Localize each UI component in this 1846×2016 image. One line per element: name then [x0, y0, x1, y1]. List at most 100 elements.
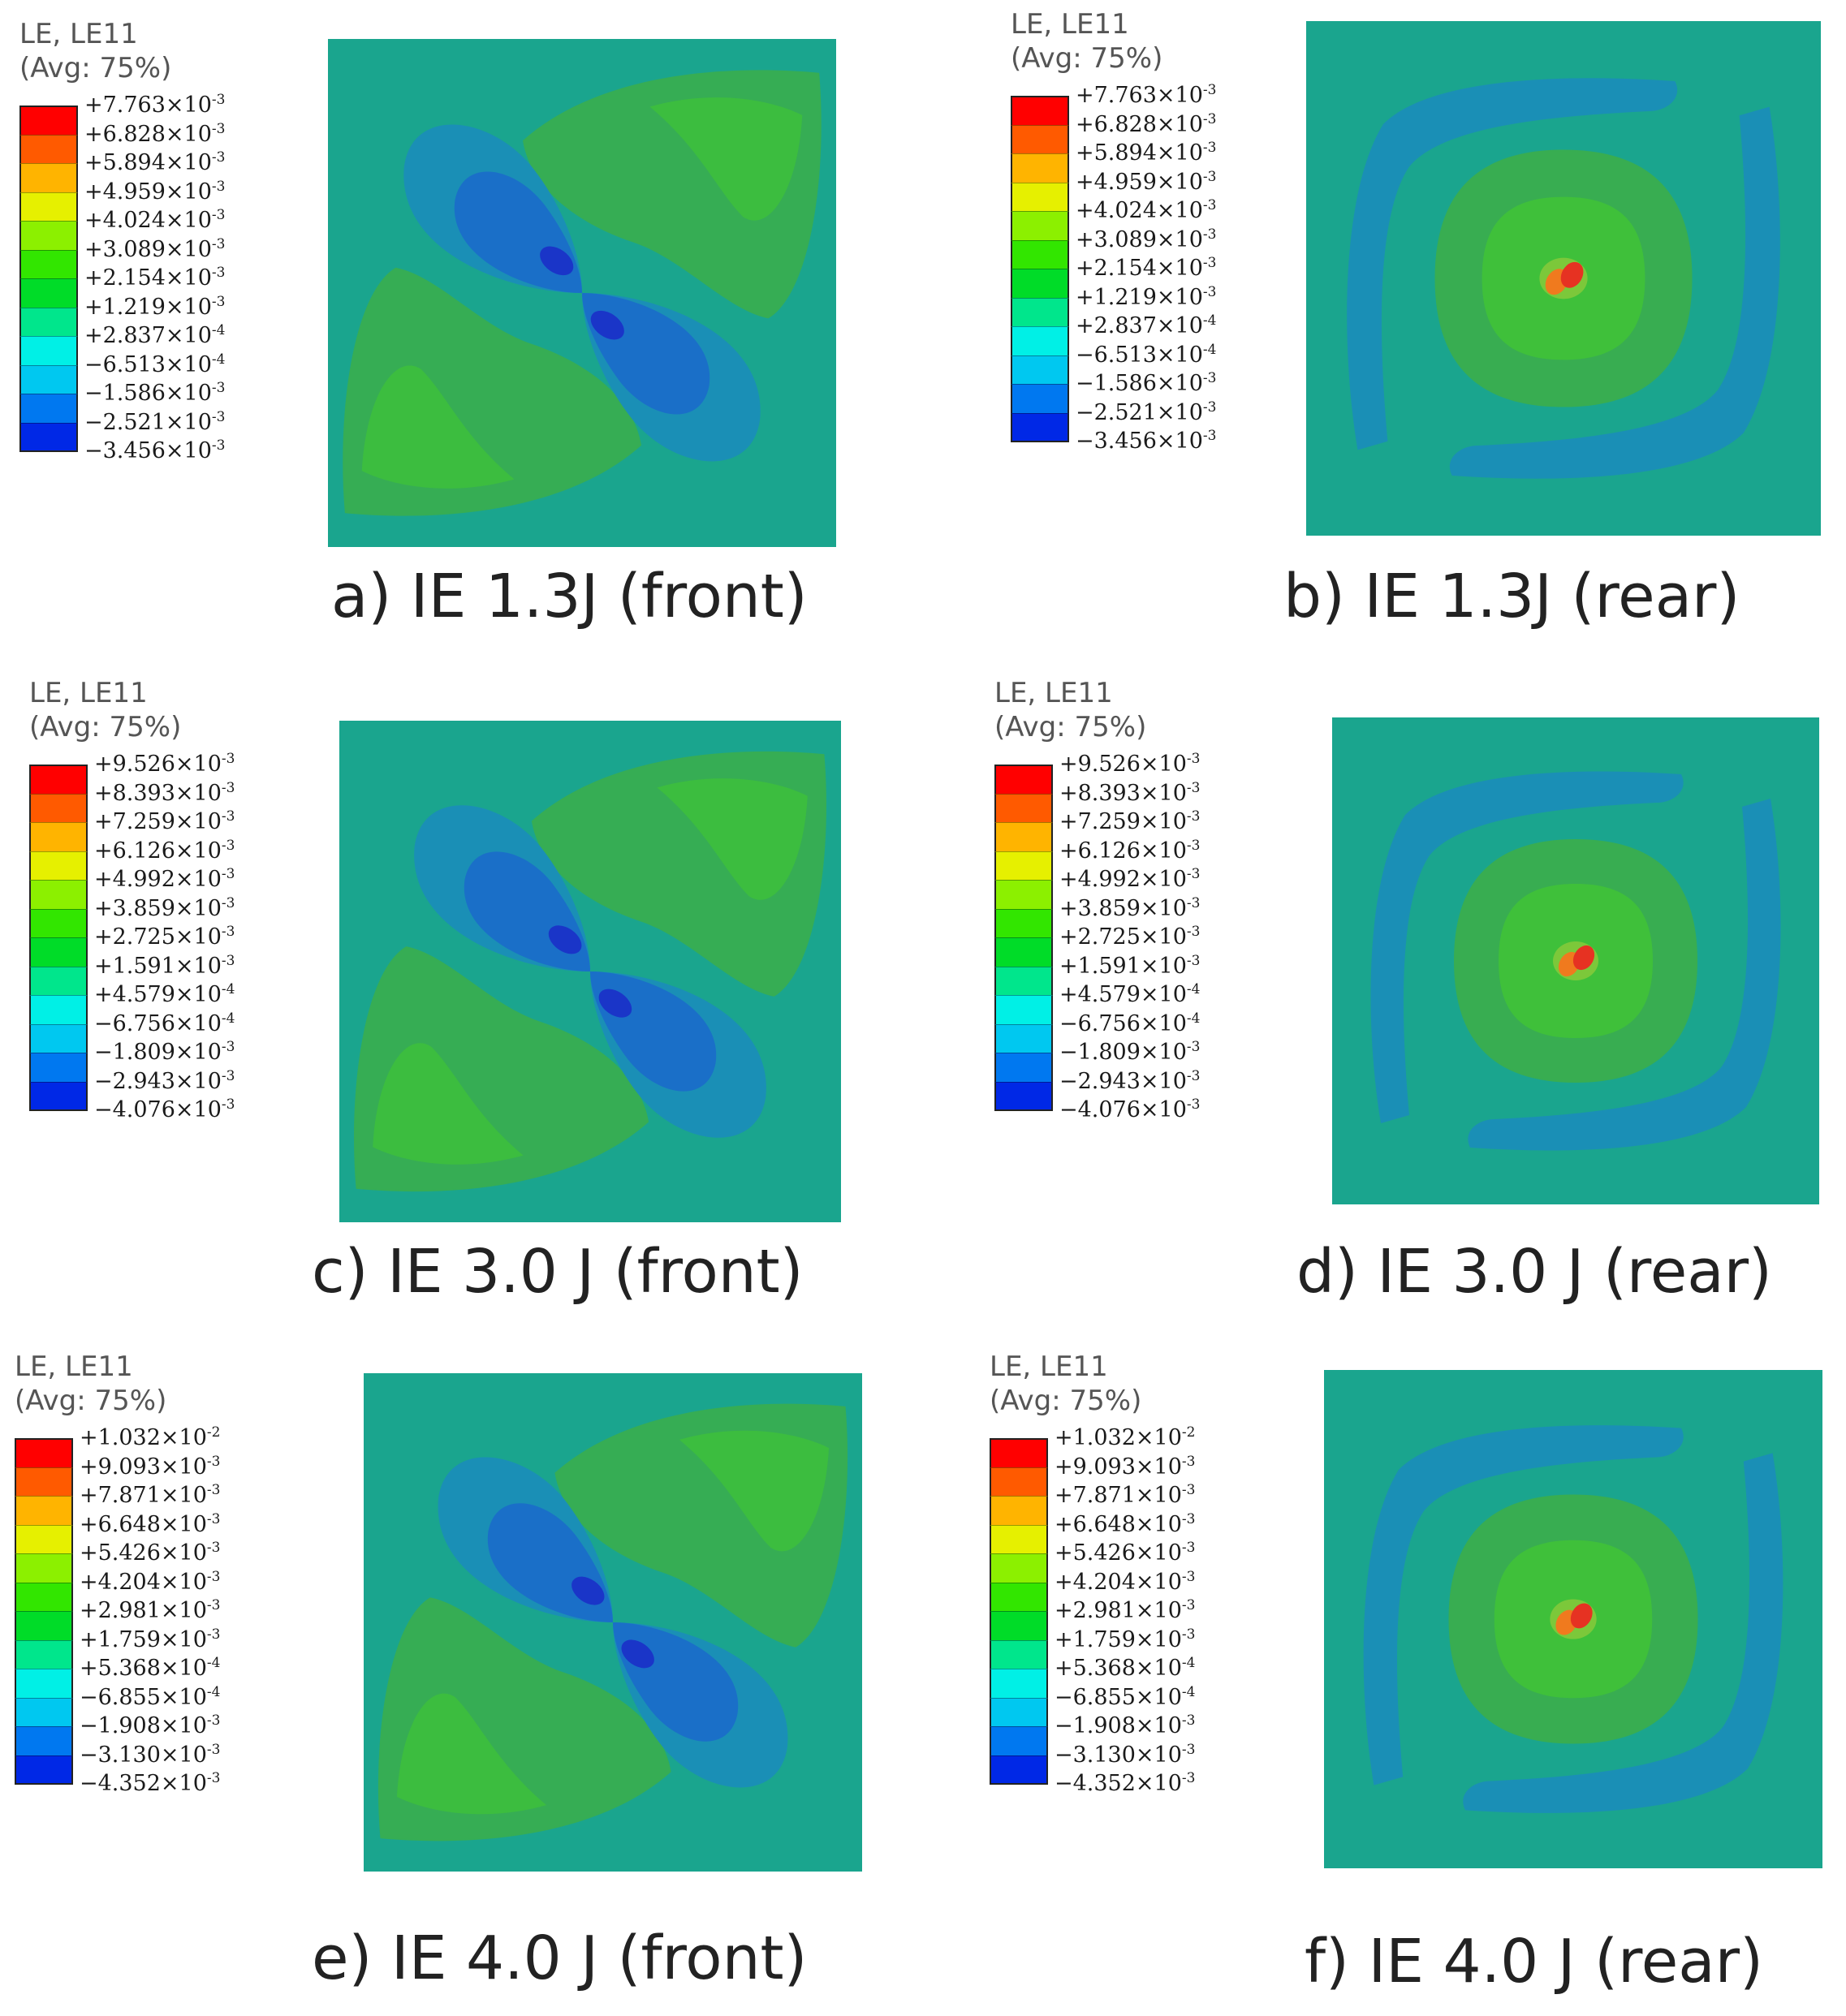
- legend-tick-mantissa: −4.076×10: [1059, 1097, 1187, 1122]
- legend-tick-mantissa: −6.513×10: [1076, 342, 1203, 368]
- legend-color-band: [994, 822, 1053, 852]
- legend-tick-label: +7.763×10-3: [84, 93, 225, 118]
- legend-tick-label: −6.756×10-4: [1059, 1011, 1200, 1036]
- contour-svg: [328, 39, 836, 547]
- strain-peak-negative: [571, 1576, 605, 1605]
- legend-tick-mantissa: +9.093×10: [80, 1454, 207, 1480]
- legend-tick-label: +6.126×10-3: [1059, 837, 1201, 864]
- legend-tick-label: +2.725×10-3: [94, 925, 235, 950]
- legend-color-band: [994, 908, 1053, 938]
- legend-color-band: [994, 995, 1053, 1025]
- legend-tick-exponent: -3: [1202, 428, 1217, 444]
- legend-color-band: [994, 966, 1053, 996]
- contour-group: [1306, 21, 1821, 536]
- strain-region-bright-green: [679, 1430, 830, 1552]
- legend-tick-label: +7.259×10-3: [1059, 810, 1200, 834]
- legend-tick-mantissa: −6.855×10: [1055, 1684, 1182, 1710]
- legend-tick-label: +6.828×10-3: [1076, 111, 1216, 137]
- strain-band-blue: [1468, 799, 1781, 1151]
- legend-averaging-label: (Avg: 75%): [15, 1385, 167, 1417]
- legend-tick-exponent: -3: [206, 1626, 221, 1643]
- legend-tick-mantissa: +5.894×10: [84, 150, 212, 175]
- legend-color-band: [15, 1467, 73, 1497]
- legend-tick-mantissa: +1.591×10: [1059, 953, 1187, 979]
- legend-tick-mantissa: −4.076×10: [94, 1097, 222, 1122]
- strain-contour-plot-front: [364, 1373, 862, 1872]
- legend-tick-label: +8.393×10-3: [94, 781, 235, 806]
- legend-tick-label: +7.871×10-3: [1055, 1484, 1195, 1508]
- legend-color-band: [15, 1611, 73, 1641]
- legend-color-band: [29, 995, 88, 1025]
- legend-tick-mantissa: +6.828×10: [1076, 111, 1203, 137]
- strain-band-blue: [1363, 1425, 1684, 1786]
- legend-tick-mantissa: +1.219×10: [84, 294, 212, 320]
- legend-color-band: [994, 1053, 1053, 1083]
- legend-color-band: [19, 336, 78, 366]
- legend-tick-label: −1.586×10-3: [84, 381, 225, 406]
- legend-tick-mantissa: −3.456×10: [84, 438, 212, 463]
- legend-tick-label: +3.859×10-3: [94, 895, 235, 921]
- legend-tick-label: +5.894×10-3: [1076, 141, 1216, 166]
- legend-tick-exponent: -3: [221, 1067, 235, 1084]
- strain-contour-plot-front: [339, 721, 841, 1222]
- legend-tick-label: +1.219×10-3: [1076, 285, 1216, 310]
- legend-color-band: [15, 1524, 73, 1554]
- legend-tick-mantissa: +1.759×10: [1055, 1626, 1182, 1652]
- legend-tick-mantissa: +2.725×10: [1059, 924, 1187, 950]
- legend-tick-label: +4.579×10-4: [94, 983, 235, 1007]
- legend-tick-exponent: -3: [221, 866, 235, 882]
- legend-tick-exponent: -3: [206, 1597, 221, 1613]
- legend-tick-label: +4.992×10-3: [94, 868, 235, 892]
- legend-color-band: [1011, 124, 1069, 154]
- legend-tick-mantissa: −2.943×10: [1059, 1068, 1187, 1094]
- legend-color-band: [1011, 96, 1069, 126]
- legend-tick-label: −1.908×10-3: [80, 1714, 220, 1738]
- legend-tick-mantissa: −1.586×10: [1076, 371, 1203, 396]
- legend-color-band: [15, 1669, 73, 1699]
- legend-tick-exponent: -3: [206, 1510, 221, 1527]
- legend-tick-label: −2.521×10-3: [84, 410, 225, 435]
- legend-tick-mantissa: −6.855×10: [80, 1684, 207, 1710]
- legend-tick-label: +2.837×10-4: [84, 324, 225, 348]
- legend-averaging-label: (Avg: 75%): [19, 52, 172, 84]
- legend-tick-exponent: -3: [211, 380, 226, 396]
- legend-tick-mantissa: +9.526×10: [94, 752, 222, 777]
- legend-tick-mantissa: −4.352×10: [80, 1771, 207, 1796]
- legend-color-band: [994, 880, 1053, 910]
- legend-tick-exponent: -3: [1202, 226, 1217, 243]
- legend-color-band: [990, 1726, 1048, 1756]
- legend-tick-label: +5.894×10-3: [84, 151, 225, 175]
- legend-tick-label: −2.521×10-3: [1076, 400, 1216, 425]
- strain-region-bright-green: [361, 365, 515, 489]
- legend-tick-label: +9.093×10-3: [80, 1453, 221, 1480]
- legend-color-band: [994, 937, 1053, 967]
- legend-tick-mantissa: +1.032×10: [80, 1425, 207, 1450]
- contour-group: [339, 721, 841, 1222]
- legend-tick-exponent: -3: [221, 924, 235, 940]
- legend-tick-label: +1.759×10-3: [80, 1626, 221, 1652]
- legend-tick-label: −6.855×10-4: [1055, 1684, 1195, 1710]
- strain-band-blue: [1463, 1453, 1783, 1813]
- legend-color-band: [990, 1496, 1048, 1526]
- legend-color-band: [29, 822, 88, 852]
- legend-tick-mantissa: −3.130×10: [80, 1742, 207, 1768]
- legend-tick-mantissa: +7.259×10: [94, 809, 222, 834]
- legend-tick-label: −4.076×10-3: [94, 1098, 235, 1122]
- legend-color-band: [994, 851, 1053, 881]
- legend-tick-exponent: -3: [1186, 894, 1201, 911]
- legend-tick-label: +3.089×10-3: [1076, 226, 1217, 252]
- legend-tick-exponent: -3: [211, 120, 226, 137]
- legend-tick-label: −6.756×10-4: [94, 1011, 235, 1036]
- legend-tick-exponent: -3: [206, 1453, 221, 1470]
- contour-group: [1332, 717, 1819, 1204]
- legend-tick-label: −2.943×10-3: [94, 1067, 235, 1094]
- legend-tick-mantissa: +7.763×10: [1076, 83, 1203, 108]
- legend-tick-label: +6.648×10-3: [1055, 1512, 1195, 1537]
- legend-tick-label: +3.859×10-3: [1059, 894, 1201, 921]
- legend-tick-exponent: -3: [1186, 837, 1201, 854]
- legend-tick-mantissa: +3.859×10: [94, 895, 222, 921]
- panel-c: LE, LE11 (Avg: 75%) +9.526×10-3 +8.393×10-3…: [0, 672, 923, 1344]
- legend-tick-exponent: -3: [211, 437, 226, 454]
- strain-peak-negative: [621, 1639, 654, 1669]
- legend-color-band: [1011, 239, 1069, 269]
